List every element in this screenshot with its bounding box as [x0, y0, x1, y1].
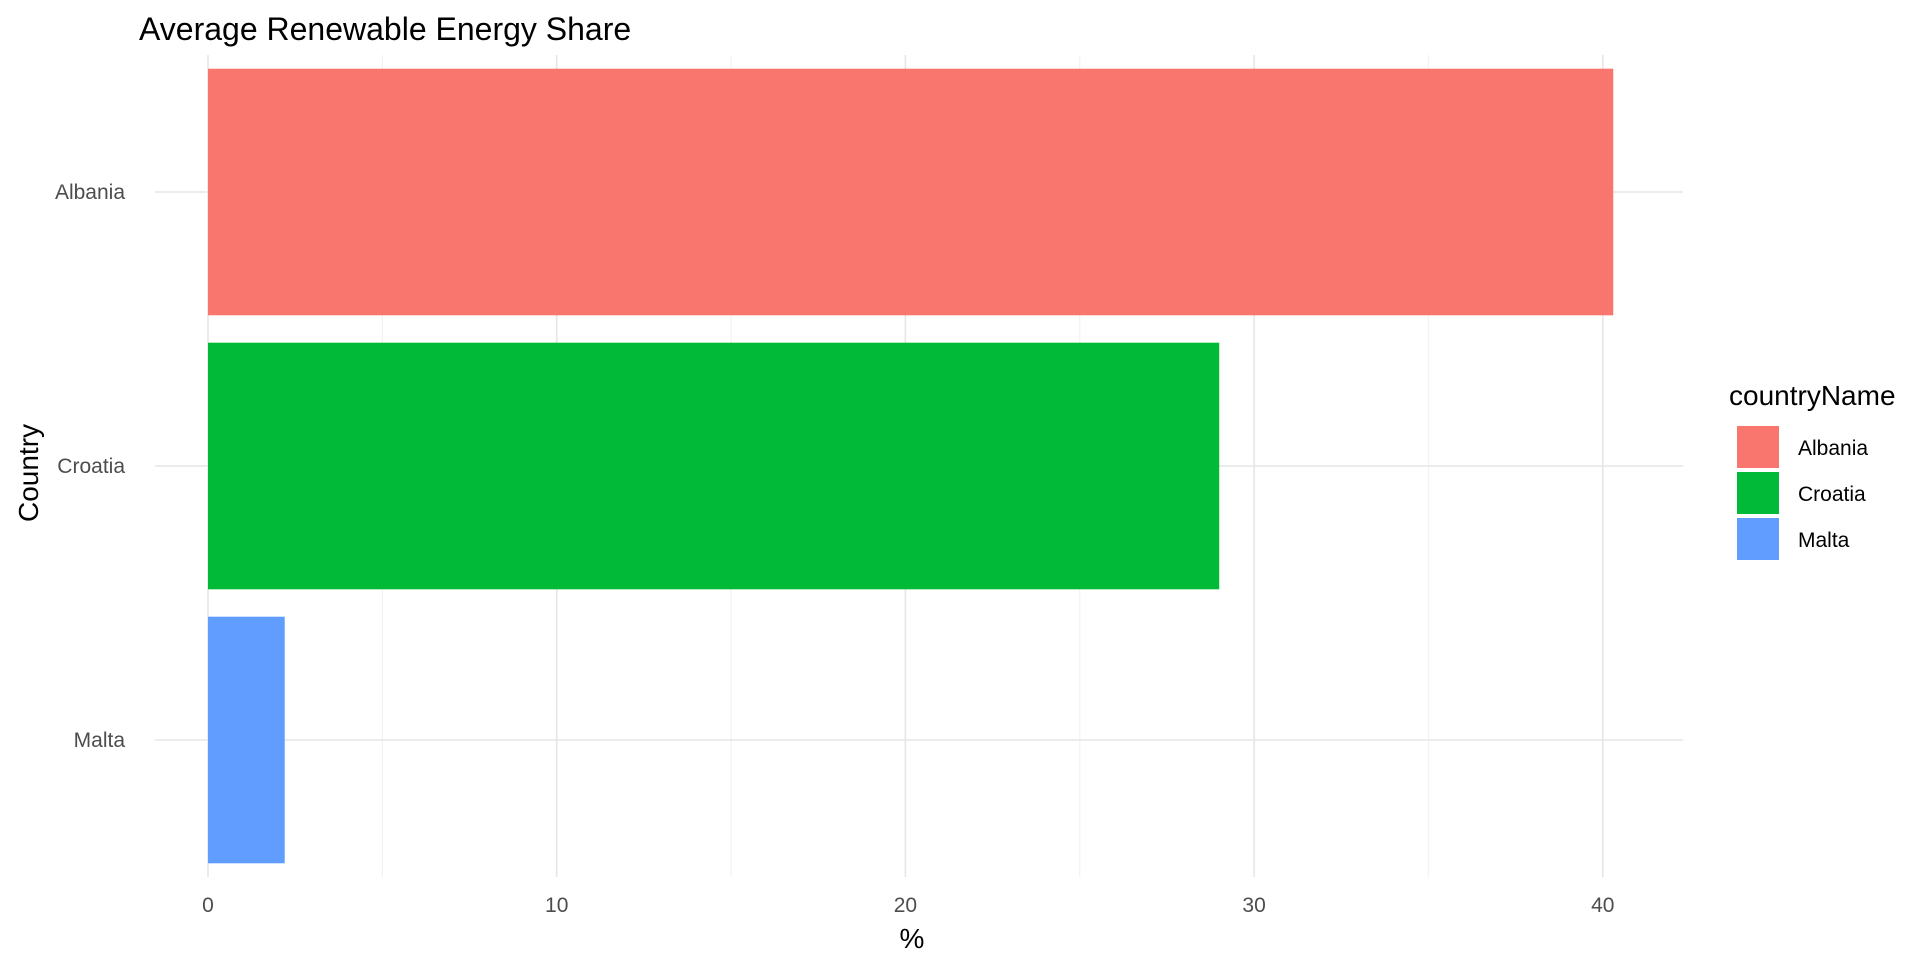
legend-items: Albania Croatia Malta [1737, 426, 1868, 560]
x-tick-label: 0 [202, 894, 214, 917]
x-tick-label: 10 [545, 894, 568, 917]
x-tick-label: 40 [1591, 894, 1614, 917]
legend-key-albania [1737, 426, 1779, 468]
y-tick-label: Croatia [57, 455, 125, 478]
legend: countryName Albania Croatia Malta [1729, 380, 1896, 560]
legend-label: Croatia [1798, 483, 1866, 506]
bar-layer [208, 68, 1614, 864]
chart-title: Average Renewable Energy Share [139, 11, 631, 47]
x-axis-title: % [900, 923, 925, 954]
legend-title: countryName [1729, 380, 1896, 411]
y-axis-title: Country [13, 424, 44, 522]
legend-key-croatia [1737, 472, 1779, 514]
bar-croatia [208, 342, 1220, 590]
legend-key-malta [1737, 518, 1779, 560]
x-tick-label: 30 [1242, 894, 1265, 917]
bar-albania [208, 68, 1614, 316]
x-tick-label: 20 [894, 894, 917, 917]
bar-malta [208, 616, 285, 864]
legend-label: Malta [1798, 529, 1850, 552]
y-tick-label: Malta [74, 729, 126, 752]
tick-layer: Albania Croatia Malta 0 10 20 30 40 [55, 181, 1615, 917]
legend-label: Albania [1798, 437, 1868, 460]
y-tick-label: Albania [55, 181, 125, 204]
